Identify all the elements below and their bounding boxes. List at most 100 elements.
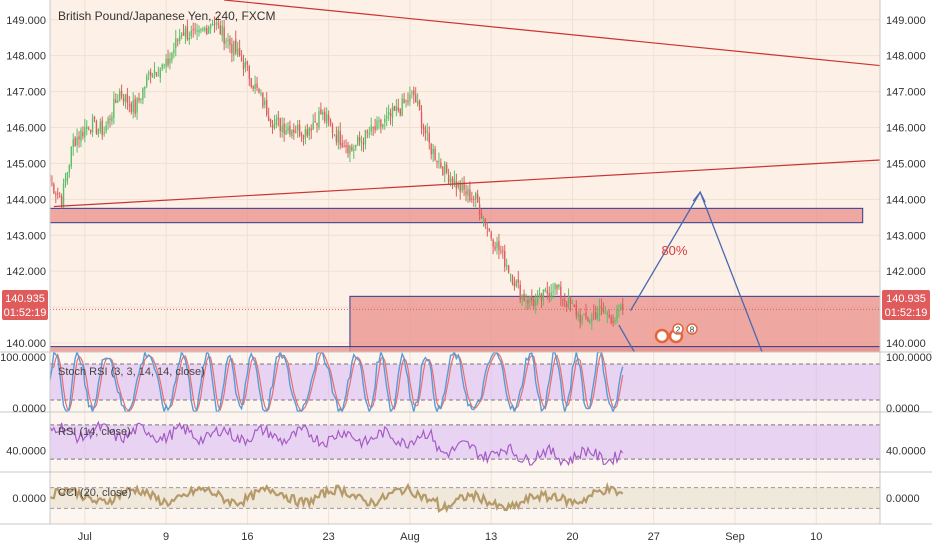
candle-body xyxy=(206,27,208,35)
candle-body xyxy=(596,313,599,320)
candle-body xyxy=(175,38,177,49)
candle-body xyxy=(188,37,191,40)
rsi-line xyxy=(50,420,624,467)
candle-body xyxy=(302,135,305,139)
price-axes[interactable]: 149.000 149.000 148.000 148.000 147.000 147.0… xyxy=(0,15,932,505)
candle-body xyxy=(289,125,291,135)
candle-body xyxy=(180,34,183,37)
candle-body xyxy=(167,58,169,65)
chart-title: British Pound/Japanese Yen, 240, FXCM xyxy=(58,9,275,23)
candle-body xyxy=(209,24,212,29)
cci-band-fill xyxy=(50,487,880,509)
candle-body xyxy=(511,275,514,284)
candle-body xyxy=(565,303,568,307)
candle-body xyxy=(60,196,63,207)
projection-arrowhead xyxy=(692,190,706,203)
candle-body xyxy=(368,133,370,135)
candle-body xyxy=(608,314,610,318)
candle-body xyxy=(397,107,399,111)
stoch-rsi-plot xyxy=(50,352,880,412)
candle-body xyxy=(111,116,113,122)
candle-body xyxy=(389,112,392,117)
right-price-tag: 140.935 01:52:19 xyxy=(882,290,930,320)
candle-body xyxy=(169,58,171,64)
candle-body xyxy=(360,141,363,143)
candle-body xyxy=(62,183,65,207)
price-axis-label-left: 146.000 xyxy=(6,123,46,135)
candle-body xyxy=(271,125,274,129)
candle-body xyxy=(579,314,581,323)
candle-body xyxy=(204,27,206,31)
candle-body xyxy=(384,118,386,123)
candle-body xyxy=(391,107,394,119)
candle-body xyxy=(229,38,231,45)
candle-body xyxy=(444,163,446,174)
candle-body xyxy=(93,116,96,120)
candle-body xyxy=(409,94,411,102)
candle-body xyxy=(459,182,461,192)
svg-text:8: 8 xyxy=(690,326,695,335)
candle-body xyxy=(163,64,165,66)
left-price-tag: 140.935 01:52:19 xyxy=(2,290,48,320)
candle-body xyxy=(583,314,585,316)
candle-body xyxy=(507,265,510,273)
candle-body xyxy=(413,90,415,96)
price-axis-label-right: 145.000 xyxy=(886,158,926,170)
candle-body xyxy=(140,99,142,101)
candle-body xyxy=(227,39,229,41)
candle-body xyxy=(308,128,310,136)
candle-body xyxy=(475,192,477,200)
price-axis-label-left: 142.000 xyxy=(6,266,46,278)
candle-body xyxy=(240,57,243,61)
candle-body xyxy=(97,129,100,135)
zone-rectangle xyxy=(50,207,864,224)
candle-body xyxy=(554,284,556,290)
indicator-band-fill xyxy=(50,424,880,460)
candle-body xyxy=(415,94,417,103)
candle-body xyxy=(258,88,260,93)
candle-body xyxy=(300,134,303,136)
candle-body xyxy=(540,293,543,301)
candle-body xyxy=(504,251,506,267)
candle-body xyxy=(339,131,341,146)
candle-body xyxy=(461,183,463,191)
candle-body xyxy=(235,39,237,53)
time-axis[interactable]: Jul 9 16 23 Aug 13 20 27 Sep 10 xyxy=(78,531,823,543)
candle-body xyxy=(622,304,624,310)
candle-body xyxy=(473,199,475,201)
candle-body xyxy=(407,101,409,103)
price-axis-label-right: 0.0000 xyxy=(886,403,920,415)
candle-body xyxy=(420,111,423,128)
candle-body xyxy=(196,30,198,32)
candle-body xyxy=(192,29,194,31)
candle-body xyxy=(560,286,562,299)
candle-body xyxy=(569,297,572,304)
candle-body xyxy=(76,137,78,146)
candle-body xyxy=(476,194,479,203)
candle-body xyxy=(202,28,204,31)
ideas-icon[interactable]: 2 8 xyxy=(654,323,698,344)
candle-body xyxy=(287,127,289,131)
zone-rectangle xyxy=(349,295,880,352)
stoch-rsi-label: Stoch RSI (3, 3, 14, 14, close) xyxy=(58,366,205,378)
price-axis-label-right: 140.000 xyxy=(886,338,926,350)
candle-body xyxy=(513,282,516,287)
candle-body xyxy=(142,88,144,100)
candle-body xyxy=(310,128,312,131)
price-axis-label-left: 100.0000 xyxy=(0,352,46,364)
candle-body xyxy=(115,99,117,103)
candle-body xyxy=(505,265,508,267)
candle-body xyxy=(534,300,537,306)
candle-body xyxy=(53,184,55,194)
candle-body xyxy=(395,106,398,111)
candle-body xyxy=(337,130,340,143)
candle-body xyxy=(544,289,547,292)
candle-body xyxy=(182,32,185,36)
candle-body xyxy=(190,30,192,37)
candle-body xyxy=(364,130,367,144)
candle-body xyxy=(66,172,69,181)
candle-body xyxy=(606,312,608,315)
candle-body xyxy=(200,29,202,31)
stoch-k-line xyxy=(50,352,624,412)
candle-body xyxy=(376,120,378,129)
